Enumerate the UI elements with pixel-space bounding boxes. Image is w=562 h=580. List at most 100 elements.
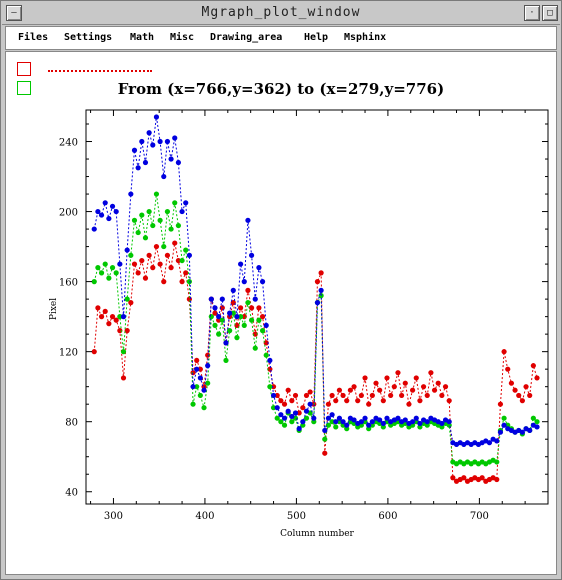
data-point — [190, 384, 196, 390]
data-point — [91, 226, 97, 232]
window-menu-button[interactable]: — — [6, 5, 22, 21]
data-point — [314, 279, 321, 285]
data-point — [362, 375, 368, 381]
data-point — [238, 261, 244, 267]
data-point — [117, 314, 123, 320]
data-point — [201, 387, 207, 393]
window-title: Mgraph_plot_window — [201, 5, 361, 20]
minimize-button[interactable]: · — [524, 5, 540, 21]
menu-files[interactable]: Files — [18, 32, 49, 43]
data-point — [131, 217, 138, 223]
data-point — [439, 392, 445, 399]
data-point — [278, 398, 284, 404]
data-point — [384, 375, 390, 381]
data-point — [245, 287, 251, 293]
data-point — [420, 384, 427, 390]
legend-box-red[interactable] — [17, 62, 31, 76]
menu-help[interactable]: Help — [304, 32, 329, 43]
data-point — [296, 410, 302, 416]
data-point — [106, 321, 112, 327]
data-point — [168, 156, 174, 162]
data-point — [486, 440, 493, 446]
y-tick-label: 200 — [59, 208, 78, 219]
data-point — [205, 363, 211, 369]
data-point — [139, 138, 145, 145]
data-point — [179, 279, 185, 285]
data-point — [340, 419, 346, 425]
data-point — [333, 398, 339, 404]
menu-settings[interactable]: Settings — [64, 32, 113, 43]
data-point — [256, 317, 262, 323]
data-point — [157, 217, 163, 223]
data-point — [413, 375, 419, 381]
data-point — [208, 314, 214, 320]
data-point — [461, 475, 467, 481]
legend-dotted-line — [48, 70, 152, 72]
menu-msphinx[interactable]: Msphinx — [344, 32, 387, 43]
data-point — [248, 305, 255, 311]
maximize-button[interactable]: □ — [542, 5, 558, 21]
data-point — [164, 138, 171, 145]
data-point — [172, 135, 178, 141]
data-point — [98, 314, 105, 320]
data-point — [318, 287, 324, 293]
data-point — [322, 450, 328, 456]
data-point — [91, 349, 97, 355]
data-point — [289, 398, 295, 404]
data-point — [410, 419, 416, 425]
data-point — [117, 261, 123, 267]
data-point — [164, 252, 171, 258]
data-point — [274, 415, 280, 421]
menu-drawing-area[interactable]: Drawing_area — [210, 32, 283, 43]
data-point — [256, 305, 262, 311]
data-point — [289, 413, 295, 420]
data-point — [358, 419, 364, 425]
data-point — [201, 405, 207, 411]
data-point — [314, 300, 321, 306]
title-bar[interactable]: — Mgraph_plot_window · □ — [2, 2, 560, 25]
data-point — [135, 270, 141, 276]
data-point — [431, 387, 438, 393]
data-point — [212, 310, 218, 316]
data-point — [98, 212, 105, 218]
data-point — [395, 415, 401, 421]
data-point — [413, 415, 419, 421]
data-point — [296, 426, 302, 432]
data-point — [212, 305, 218, 311]
data-point — [238, 305, 244, 311]
data-point — [259, 279, 266, 285]
data-point — [194, 357, 200, 364]
legend-box-green[interactable] — [17, 81, 31, 95]
data-point — [190, 401, 196, 407]
x-tick-label: 400 — [195, 511, 214, 522]
data-point — [205, 352, 211, 358]
data-point — [263, 352, 269, 358]
data-point — [322, 436, 328, 442]
data-point — [179, 208, 185, 215]
data-point — [227, 328, 233, 334]
data-point — [102, 200, 108, 206]
data-point — [347, 387, 353, 393]
data-point — [270, 384, 277, 390]
data-point — [183, 270, 189, 276]
data-point — [161, 243, 167, 250]
data-point — [248, 317, 255, 323]
data-point — [205, 380, 211, 386]
data-point — [311, 401, 317, 407]
menu-math[interactable]: Math — [130, 32, 155, 43]
drawing-area[interactable]: From (x=766,y=362) to (x=279,y=776) 300 4… — [5, 51, 557, 575]
data-point — [234, 314, 240, 320]
data-point — [95, 265, 101, 271]
data-point — [307, 401, 313, 407]
data-point — [146, 208, 152, 215]
menu-misc[interactable]: Misc — [170, 32, 195, 43]
data-point — [139, 212, 145, 218]
data-point — [252, 345, 258, 351]
data-point — [402, 380, 408, 386]
data-point — [153, 191, 160, 197]
data-point — [168, 226, 174, 232]
data-point — [399, 392, 405, 399]
data-point — [281, 422, 288, 428]
data-point — [131, 147, 138, 153]
data-point — [351, 417, 357, 423]
